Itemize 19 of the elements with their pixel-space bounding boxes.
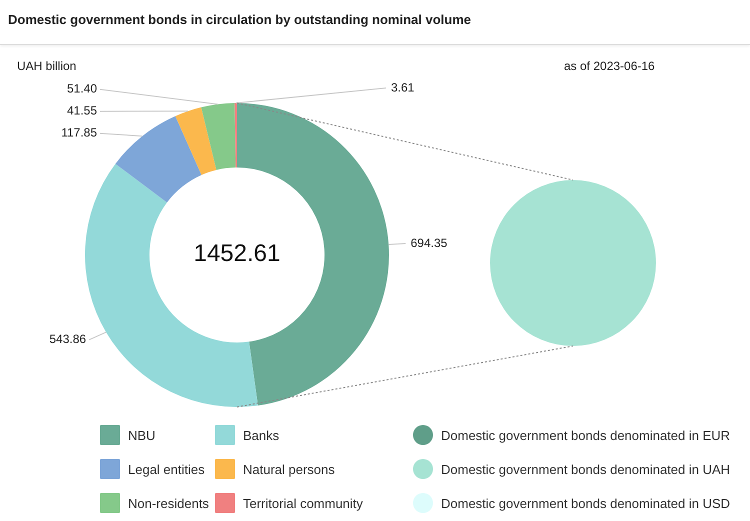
- legend-label: Non-residents: [128, 496, 209, 510]
- legend-label: Banks: [243, 428, 280, 442]
- text: as of 2023-06-16: [564, 59, 655, 73]
- data-label: 694.35: [410, 236, 448, 250]
- data-label: 51.40: [66, 82, 98, 96]
- legend-label: NBU: [128, 428, 156, 442]
- chart-subtitle: UAH billion: [17, 59, 76, 73]
- data-label: 3.61: [391, 80, 415, 94]
- legend-label: Territorial community: [243, 496, 363, 510]
- category-label: Domestic government bonds denominated in EUR: [441, 428, 730, 442]
- legend-label: Natural persons: [243, 462, 335, 476]
- legend-label: Legal entities: [128, 462, 205, 476]
- legend-label: Domestic government bonds denominated in UAH: [441, 462, 730, 476]
- text: 1452.61: [192, 240, 282, 268]
- chart-title: Domestic government bonds in circulation by outstanding nominal volume: [8, 12, 471, 27]
- data-label: 41.55: [66, 104, 98, 118]
- data-label: 543.86: [49, 332, 86, 346]
- legend-label: Domestic government bonds denominated in USD: [441, 496, 730, 510]
- data-label: 117.85: [61, 126, 98, 140]
